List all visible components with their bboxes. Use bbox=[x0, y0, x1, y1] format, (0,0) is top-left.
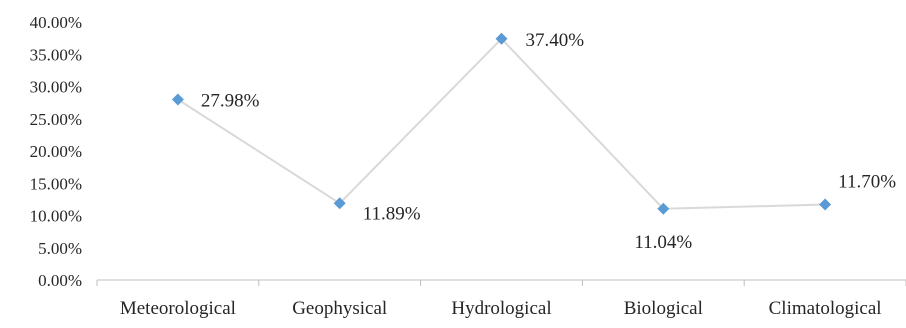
data-point-marker bbox=[495, 32, 508, 45]
y-tick-label: 35.00% bbox=[30, 45, 82, 64]
y-tick-label: 20.00% bbox=[30, 142, 82, 161]
x-tick-label: Geophysical bbox=[292, 298, 387, 319]
data-point-marker bbox=[819, 198, 832, 211]
y-tick-label: 0.00% bbox=[38, 271, 82, 290]
x-tick-label: Climatological bbox=[769, 298, 882, 319]
data-label: 11.89% bbox=[363, 203, 421, 224]
x-tick-label: Meteorological bbox=[120, 298, 236, 319]
data-point-marker bbox=[657, 202, 670, 215]
y-tick-label: 5.00% bbox=[38, 239, 82, 258]
data-point-marker bbox=[171, 93, 184, 106]
data-label: 11.04% bbox=[634, 232, 692, 253]
data-label: 11.70% bbox=[838, 172, 896, 193]
data-label: 27.98% bbox=[201, 91, 260, 112]
series-line bbox=[177, 37, 826, 210]
y-tick-label: 40.00% bbox=[30, 13, 82, 32]
data-label: 37.40% bbox=[526, 30, 585, 51]
x-tick-label: Biological bbox=[624, 298, 703, 319]
y-tick-label: 10.00% bbox=[30, 207, 82, 226]
y-tick-label: 25.00% bbox=[30, 110, 82, 129]
y-tick-label: 30.00% bbox=[30, 78, 82, 97]
x-tick-label: Hydrological bbox=[451, 298, 551, 319]
y-tick-label: 15.00% bbox=[30, 174, 82, 193]
data-point-marker bbox=[333, 197, 346, 210]
